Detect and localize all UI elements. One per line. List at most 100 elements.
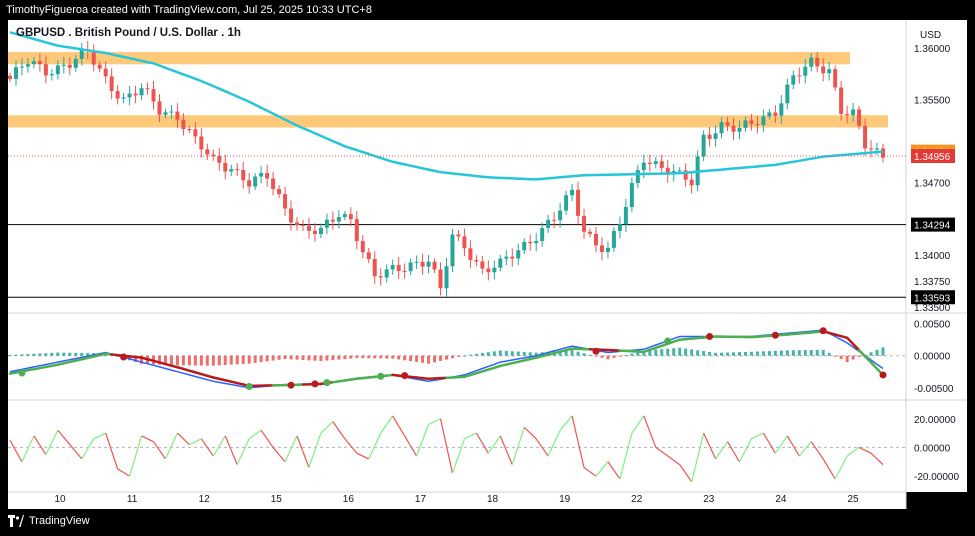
macd-histogram-bar — [564, 350, 568, 356]
macd-histogram-bar — [702, 351, 706, 356]
candle-body — [749, 120, 754, 125]
oscillator-segment — [631, 424, 639, 434]
candle-body — [450, 234, 455, 267]
oscillator-segment — [123, 472, 130, 477]
candle-body — [492, 267, 497, 273]
macd-histogram-bar — [696, 350, 700, 356]
oscillator-segment — [236, 451, 244, 465]
macd-histogram-bar — [157, 355, 161, 365]
chart-canvas[interactable]: GBPUSD . British Pound / U.S. Dollar . 1… — [8, 20, 967, 509]
candle-body — [348, 214, 353, 220]
macd-histogram-bar — [588, 354, 592, 356]
moving-average-line — [9, 31, 884, 181]
macd-histogram-bar — [433, 355, 437, 363]
macd-histogram-bar — [486, 352, 490, 356]
macd-histogram-bar — [468, 354, 472, 356]
oscillator-segment — [386, 415, 394, 425]
candle-body — [193, 129, 198, 137]
oscillator-segment — [380, 424, 388, 434]
macd-cross-dot — [401, 372, 409, 380]
candle-body — [175, 111, 180, 120]
macd-histogram-bar — [337, 355, 341, 360]
candle-body — [438, 269, 443, 289]
candle-body — [49, 74, 54, 76]
candle-body — [552, 219, 557, 221]
oscillator-segment — [206, 447, 214, 457]
oscillator-tick-label: -20.00000 — [914, 472, 959, 483]
oscillator-segment — [738, 450, 747, 463]
candle-body — [223, 162, 228, 172]
macd-histogram-bar — [86, 352, 90, 356]
oscillator-segment — [272, 447, 280, 455]
oscillator-segment — [266, 438, 274, 448]
oscillator-segment — [721, 441, 729, 451]
candle-body — [73, 59, 78, 68]
macd-histogram-bar — [528, 352, 532, 356]
oscillator-segment — [858, 446, 866, 451]
macd-histogram-bar — [456, 355, 460, 357]
macd-histogram-bar — [241, 355, 245, 364]
macd-histogram-bar — [331, 355, 335, 361]
candle-body — [773, 112, 778, 116]
candle-body — [522, 241, 527, 251]
macd-histogram-bar — [743, 351, 747, 356]
macd-histogram-bar — [283, 355, 287, 360]
macd-histogram-bar — [349, 355, 353, 359]
tradingview-brand: TradingView — [8, 515, 90, 527]
oscillator-segment — [768, 442, 776, 454]
oscillator-segment — [170, 432, 178, 447]
oscillator-segment — [164, 445, 172, 460]
oscillator-segment — [810, 441, 818, 451]
oscillator-segment — [457, 438, 466, 457]
oscillator-segment — [744, 438, 752, 451]
resistance-zone — [8, 52, 850, 65]
candle-body — [546, 219, 551, 229]
price-axis-background — [906, 20, 967, 492]
candle-body — [318, 227, 323, 234]
macd-histogram-bar — [720, 352, 724, 356]
candle-body — [55, 65, 60, 75]
oscillator-segment — [248, 434, 256, 440]
oscillator-segment — [709, 445, 717, 460]
macd-histogram-bar — [199, 355, 203, 366]
oscillator-segment — [326, 421, 334, 428]
oscillator-segment — [864, 449, 872, 454]
candle-body — [420, 261, 425, 267]
candle-body — [139, 88, 144, 96]
candle-body — [354, 219, 359, 242]
macd-histogram-bar — [247, 355, 251, 364]
candle-body — [540, 228, 545, 242]
macd-cross-dot — [311, 380, 319, 388]
oscillator-segment — [278, 454, 286, 463]
macd-histogram-bar — [307, 355, 311, 361]
candle-body — [324, 219, 329, 228]
macd-cross-dot — [18, 369, 26, 377]
macd-histogram-bar — [205, 355, 209, 366]
candle-body — [791, 75, 796, 85]
candle-body — [157, 101, 162, 115]
tradingview-logo-icon — [8, 515, 24, 527]
oscillator-segment — [368, 445, 376, 460]
oscillator-segment — [254, 429, 262, 436]
candle-body — [378, 276, 383, 278]
oscillator-segment — [93, 435, 100, 440]
oscillator-segment — [786, 435, 794, 447]
oscillator-segment — [834, 467, 842, 480]
oscillator-segment — [757, 432, 764, 437]
macd-histogram-bar — [343, 355, 347, 360]
macd-histogram-bar — [217, 355, 221, 366]
candle-body — [444, 266, 449, 289]
oscillator-segment — [703, 432, 711, 447]
tradingview-brand-label: TradingView — [29, 515, 90, 527]
oscillator-segment — [57, 429, 65, 438]
macd-histogram-bar — [582, 353, 586, 356]
oscillator-segment — [27, 435, 35, 450]
macd-cross-dot — [819, 327, 827, 335]
macd-histogram-bar — [648, 350, 652, 356]
oscillator-segment — [529, 432, 537, 440]
macd-tick-label: 0.00500 — [914, 320, 951, 331]
macd-histogram-bar — [140, 355, 144, 364]
candle-body — [426, 261, 431, 267]
oscillator-segment — [416, 440, 424, 457]
oscillator-segment — [134, 435, 143, 457]
